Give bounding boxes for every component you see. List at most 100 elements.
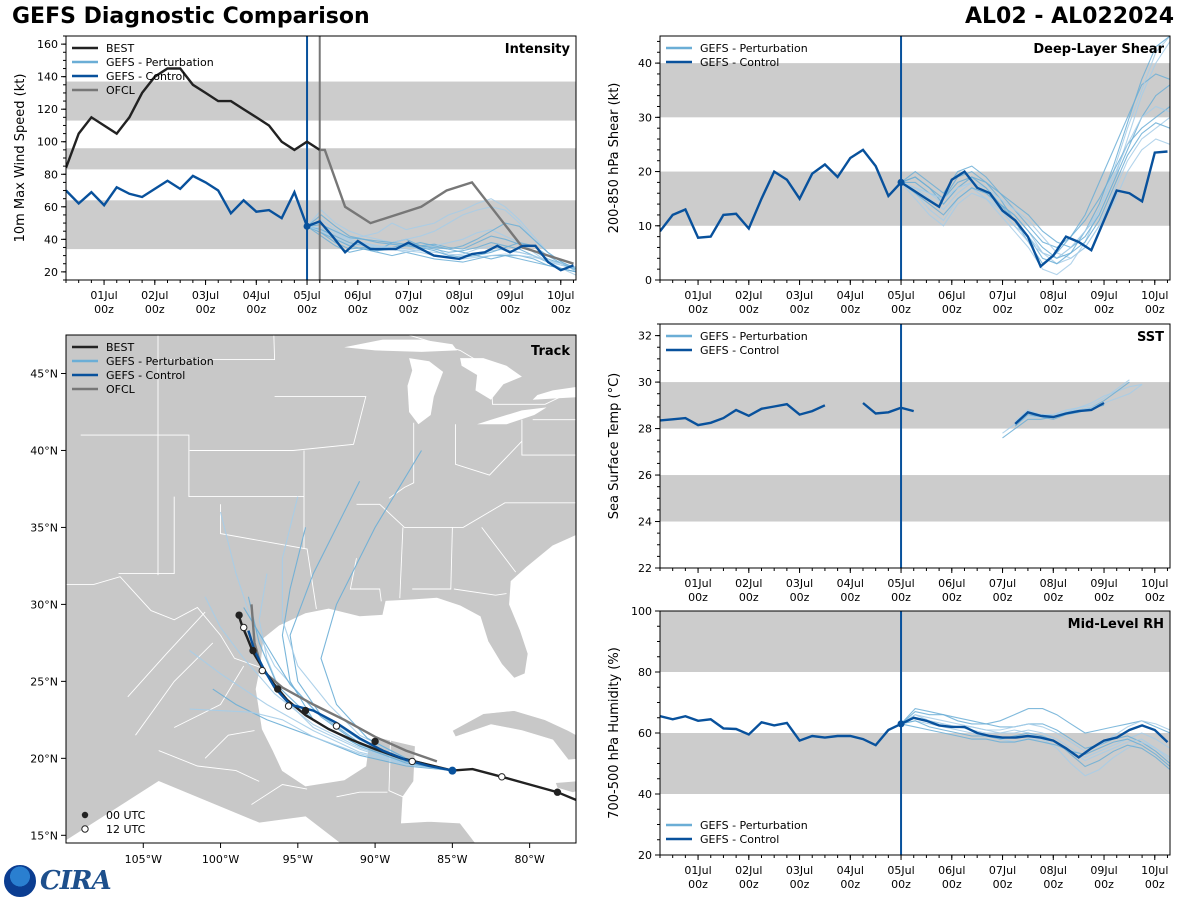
sst-ytick-label: 26	[638, 469, 652, 482]
rh-perturbation-7	[900, 720, 1170, 771]
rh-xtick-label: 07Jul 00z	[989, 864, 1016, 891]
shear-perturbation-6	[900, 138, 1170, 265]
mexico-state-4	[204, 730, 255, 759]
sst-perturbation-0	[1002, 383, 1143, 434]
rh-xtick-label: 09Jul 00z	[1090, 864, 1117, 891]
us-mexico-border	[66, 576, 261, 668]
track-legend-control: GEFS - Control	[106, 369, 185, 382]
shear-plot-area	[660, 36, 1170, 280]
track-point-12utc	[240, 623, 248, 632]
intensity-xtick-label: 07Jul 00z	[395, 289, 422, 316]
track-point-12utc	[498, 773, 506, 781]
state-line-6	[189, 396, 367, 451]
intensity-best-line	[66, 67, 321, 169]
state-line-7	[158, 335, 276, 361]
intensity-perturbation-3	[306, 225, 576, 273]
sst-xtick-label: 10Jul 00z	[1141, 577, 1168, 604]
lake-superior	[344, 339, 457, 352]
intensity-xtick-label: 04Jul 00z	[243, 289, 270, 316]
intensity-ytick-label: 120	[37, 103, 58, 116]
logo-text: CIRA	[40, 866, 112, 896]
legend-00utc-label: 00 UTC	[106, 809, 146, 822]
intensity-xtick-label: 03Jul 00z	[192, 289, 219, 316]
intensity-panel: 20 40 60 80 100 120 140 160 01Jul 00z 02Jul 00z 03Ju…	[13, 35, 577, 316]
sst-plot-area	[660, 324, 1170, 568]
rh-perturbation-2	[900, 720, 1170, 762]
state-line-11	[412, 527, 453, 590]
state-line-2	[80, 434, 304, 498]
legend-12utc-marker	[81, 825, 89, 833]
rh-xtick-label: 01Jul 00z	[684, 864, 711, 891]
sst-control-segment-2	[1014, 401, 1105, 425]
rh-ytick-label: 60	[638, 727, 652, 740]
sst-ytick-label: 32	[638, 330, 652, 343]
intensity-band-2	[66, 81, 576, 121]
legend-00utc-marker	[81, 811, 89, 819]
sst-xtick-label: 08Jul 00z	[1040, 577, 1067, 604]
rh-xtick-label: 06Jul 00z	[938, 864, 965, 891]
state-line-13	[481, 527, 517, 573]
state-line-4	[220, 504, 317, 610]
track-legend-ofcl: OFCL	[106, 383, 136, 396]
sst-xtick-label: 02Jul 00z	[735, 577, 762, 604]
sst-xtick-label: 07Jul 00z	[989, 577, 1016, 604]
track-point-12utc	[408, 757, 416, 766]
lake-erie	[477, 407, 547, 425]
rh-ytick-label: 40	[638, 788, 652, 801]
sst-xtick-label: 01Jul 00z	[684, 577, 711, 604]
shear-ytick-label: 30	[638, 111, 652, 124]
lake-michigan	[407, 358, 444, 425]
shear-perturbation-4	[900, 116, 1170, 259]
rh-perturbation-5	[900, 723, 1170, 767]
sst-ytick-label: 22	[638, 562, 652, 575]
intensity-plot-area	[66, 36, 576, 280]
shear-band-1	[660, 63, 1170, 118]
shear-ytick-label: 10	[638, 220, 652, 233]
mexico-state-6	[251, 784, 308, 805]
shear-perturbation-9	[900, 122, 1170, 259]
sst-xtick-label: 09Jul 00z	[1090, 577, 1117, 604]
sst-band-1	[660, 382, 1170, 429]
shear-panel: 0 10 20 30 40 01Jul 00z 02Jul 00z 03Jul 00z 04Jul 00…	[607, 35, 1171, 316]
track-init-point	[448, 766, 457, 775]
intensity-ytick-label: 40	[44, 233, 58, 246]
track-xtick-label: 85°W	[437, 853, 467, 866]
intensity-band-1	[66, 148, 576, 170]
rh-legend-control: GEFS - Control	[700, 833, 779, 846]
sst-legend-control: GEFS - Control	[700, 344, 779, 357]
shear-xtick-label: 04Jul 00z	[837, 289, 864, 316]
shear-perturbation-2	[900, 36, 1170, 276]
track-perturbation-9	[320, 450, 453, 772]
mexico-state-5	[158, 750, 260, 782]
state-line-15	[455, 424, 523, 476]
rh-xtick-label: 10Jul 00z	[1141, 864, 1168, 891]
shear-xtick-label: 03Jul 00z	[786, 289, 813, 316]
sst-band-0	[660, 475, 1170, 522]
shear-legend-pert: GEFS - Perturbation	[700, 42, 808, 55]
shear-xtick-label: 09Jul 00z	[1090, 289, 1117, 316]
track-point-00utc	[301, 706, 310, 715]
shear-init-point	[897, 178, 905, 186]
sst-ylabel: Sea Surface Temp (°C)	[607, 373, 622, 520]
track-xtick-label: 100°W	[202, 853, 239, 866]
rh-legend-pert: GEFS - Perturbation	[700, 819, 808, 832]
rh-perturbation-6	[900, 714, 1170, 752]
land	[66, 335, 576, 843]
track-map-area	[66, 335, 576, 843]
track-legend-best: BEST	[106, 341, 134, 354]
intensity-init-point	[303, 222, 311, 230]
sst-xtick-label: 03Jul 00z	[786, 577, 813, 604]
track-point-12utc	[284, 702, 293, 710]
intensity-xtick-label: 08Jul 00z	[446, 289, 473, 316]
rh-ytick-label: 100	[631, 605, 652, 618]
track-point-12utc	[332, 722, 341, 730]
track-xtick-label: 105°W	[125, 853, 162, 866]
sst-ytick-label: 30	[638, 376, 652, 389]
rh-band-0	[660, 733, 1170, 794]
shear-perturbation-8	[900, 105, 1170, 259]
state-line-16	[521, 419, 576, 456]
track-point-00utc	[371, 737, 379, 746]
sst-control-segment-1	[862, 402, 915, 415]
cuba	[452, 710, 576, 761]
shear-xtick-label: 10Jul 00z	[1141, 289, 1168, 316]
